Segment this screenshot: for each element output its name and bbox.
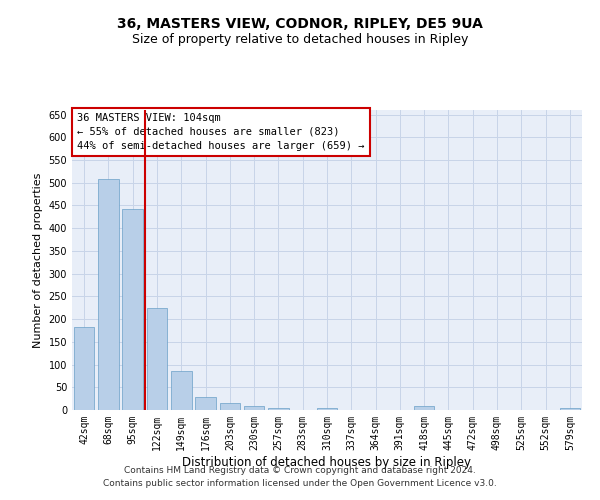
Bar [146,308,167,410]
Text: 36, MASTERS VIEW, CODNOR, RIPLEY, DE5 9UA: 36, MASTERS VIEW, CODNOR, RIPLEY, DE5 9U… [117,18,483,32]
Bar [220,403,240,410]
Text: Contains HM Land Registry data © Crown copyright and database right 2024.
Contai: Contains HM Land Registry data © Crown c… [103,466,497,487]
Text: Size of property relative to detached houses in Ripley: Size of property relative to detached ho… [132,32,468,46]
Bar [74,328,94,410]
Text: 36 MASTERS VIEW: 104sqm
← 55% of detached houses are smaller (823)
44% of semi-d: 36 MASTERS VIEW: 104sqm ← 55% of detache… [77,113,365,151]
Bar [317,408,337,410]
Bar [414,406,434,410]
Bar [560,408,580,410]
Y-axis label: Number of detached properties: Number of detached properties [33,172,43,348]
Bar [268,408,289,410]
Bar [244,406,265,410]
Bar [98,178,119,410]
X-axis label: Distribution of detached houses by size in Ripley: Distribution of detached houses by size … [182,456,472,468]
Bar [122,209,143,410]
Bar [195,397,216,410]
Bar [171,372,191,410]
